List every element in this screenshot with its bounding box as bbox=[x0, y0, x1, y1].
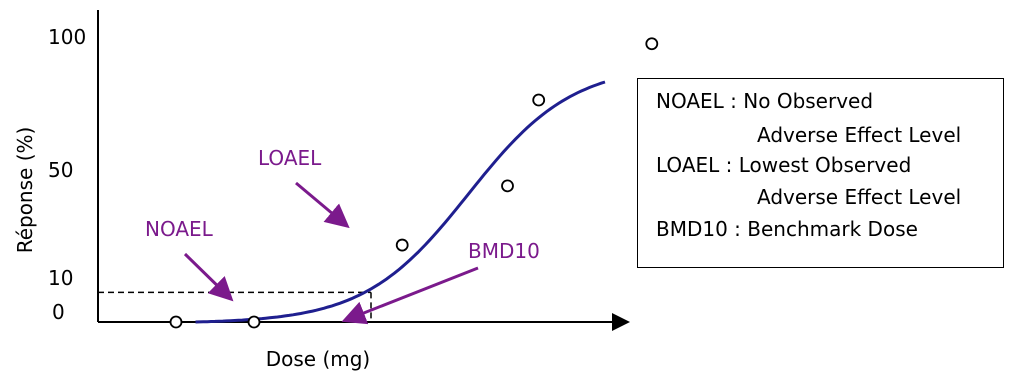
noael-annotation-arrow bbox=[183, 252, 234, 302]
legend-loael-line-1: LOAEL : Lowest Observed bbox=[656, 153, 912, 177]
y-tick-label-10: 10 bbox=[48, 266, 73, 290]
legend-noael-line-2: Adverse Effect Level bbox=[757, 123, 962, 147]
data-point-1 bbox=[169, 315, 183, 329]
legend-bmd10-line: BMD10 : Benchmark Dose bbox=[656, 217, 918, 241]
data-point-4 bbox=[501, 179, 514, 193]
y-axis-title: Réponse (%) bbox=[13, 127, 37, 254]
dose-response-curve bbox=[195, 80, 606, 324]
data-point-2 bbox=[247, 315, 261, 329]
x-axis-title: Dose (mg) bbox=[266, 347, 371, 371]
legend-box: NOAEL : No Observed Adverse Effect Level… bbox=[637, 78, 1004, 268]
x-axis-arrowhead bbox=[612, 313, 630, 331]
y-tick-label-50: 50 bbox=[48, 158, 73, 182]
loael-annotation-arrow bbox=[295, 181, 350, 229]
noael-annotation-label: NOAEL bbox=[145, 217, 214, 241]
legend-loael-line-2: Adverse Effect Level bbox=[757, 185, 962, 209]
data-point-6 bbox=[645, 37, 659, 51]
y-tick-label-100: 100 bbox=[48, 25, 86, 49]
data-point-5 bbox=[532, 93, 546, 107]
bmd10-annotation-arrow bbox=[341, 266, 479, 325]
data-points bbox=[169, 37, 659, 329]
data-point-3 bbox=[395, 238, 409, 252]
bmd10-annotation-label: BMD10 bbox=[468, 239, 540, 263]
legend-noael-line-1: NOAEL : No Observed bbox=[656, 89, 874, 113]
loael-annotation-label: LOAEL bbox=[258, 146, 322, 170]
y-tick-label-0: 0 bbox=[52, 300, 65, 324]
